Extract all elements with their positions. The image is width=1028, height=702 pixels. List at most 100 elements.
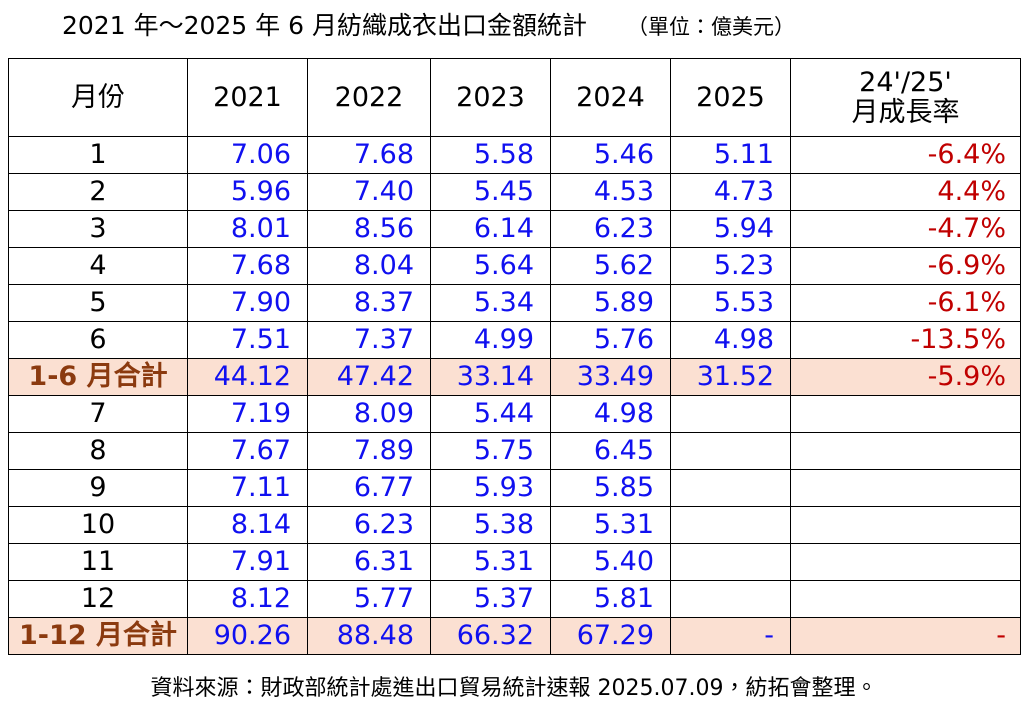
value-cell: 5.94 — [670, 210, 791, 248]
header-cell: 2023 — [430, 58, 551, 137]
value-cell: 7.40 — [307, 173, 431, 211]
value-cell: 5.44 — [430, 395, 551, 433]
value-cell: 4.98 — [550, 395, 671, 433]
value-cell: 6.14 — [430, 210, 551, 248]
value-cell: 66.32 — [430, 617, 551, 655]
value-cell: 6.45 — [550, 432, 671, 470]
value-cell: 5.62 — [550, 247, 671, 285]
month-cell: 12 — [8, 580, 188, 618]
value-cell: 5.93 — [430, 469, 551, 507]
title: 2021 年～2025 年 6 月紡織成衣出口金額統計 （單位：億美元） — [62, 6, 795, 42]
value-cell: 5.37 — [430, 580, 551, 618]
total-row: 1-6 月合計 44.12 47.42 33.14 33.49 31.52 -5.9% — [8, 358, 1021, 396]
value-cell: 7.68 — [187, 247, 308, 285]
value-cell: 6.31 — [307, 543, 431, 581]
value-cell — [670, 432, 791, 470]
value-cell: 5.45 — [430, 173, 551, 211]
data-row: 12 8.12 5.77 5.37 5.81 — [8, 580, 1021, 618]
growth-cell — [790, 469, 1021, 507]
footer: 資料來源：財政部統計處進出口貿易統計速報 2025.07.09，紡拓會整理。 — [150, 676, 878, 701]
value-cell: 44.12 — [187, 358, 308, 396]
value-cell: 67.29 — [550, 617, 671, 655]
header-cell: 2025 — [670, 58, 791, 137]
data-row: 5 7.90 8.37 5.34 5.89 5.53 -6.1% — [8, 284, 1021, 322]
value-cell: 8.01 — [187, 210, 308, 248]
data-row: 10 8.14 6.23 5.38 5.31 — [8, 506, 1021, 544]
value-cell: 5.46 — [550, 136, 671, 174]
month-cell: 1-12 月合計 — [8, 617, 188, 655]
growth-cell: -13.5% — [790, 321, 1021, 359]
export-table: 月份 2021 2022 2023 2024 2025 24'/25' 月成長率 1 7.06 7… — [8, 58, 1021, 655]
value-cell: 31.52 — [670, 358, 791, 396]
month-cell: 2 — [8, 173, 188, 211]
value-cell: 33.14 — [430, 358, 551, 396]
value-cell: 8.04 — [307, 247, 431, 285]
value-cell: 5.58 — [430, 136, 551, 174]
header-line: 月成長率 — [851, 96, 960, 128]
value-cell: 6.23 — [550, 210, 671, 248]
data-row: 7 7.19 8.09 5.44 4.98 — [8, 395, 1021, 433]
month-cell: 6 — [8, 321, 188, 359]
data-row: 4 7.68 8.04 5.64 5.62 5.23 -6.9% — [8, 247, 1021, 285]
header-line: 24'/25' — [859, 66, 952, 98]
growth-cell — [790, 506, 1021, 544]
header-cell: 24'/25' 月成長率 — [790, 58, 1021, 137]
value-cell: 8.56 — [307, 210, 431, 248]
value-cell: 47.42 — [307, 358, 431, 396]
value-cell: 5.31 — [550, 506, 671, 544]
value-cell — [670, 506, 791, 544]
value-cell: 7.90 — [187, 284, 308, 322]
data-row: 2 5.96 7.40 5.45 4.53 4.73 4.4% — [8, 173, 1021, 211]
value-cell: 6.77 — [307, 469, 431, 507]
value-cell: 5.85 — [550, 469, 671, 507]
growth-cell: -6.1% — [790, 284, 1021, 322]
growth-cell — [790, 395, 1021, 433]
value-cell: 7.37 — [307, 321, 431, 359]
value-cell — [670, 580, 791, 618]
growth-cell: 4.4% — [790, 173, 1021, 211]
value-cell: 7.06 — [187, 136, 308, 174]
value-cell: 4.73 — [670, 173, 791, 211]
unit: （單位：億美元） — [626, 15, 795, 39]
header-cell: 月份 — [8, 58, 188, 137]
value-cell: 7.51 — [187, 321, 308, 359]
data-row: 3 8.01 8.56 6.14 6.23 5.94 -4.7% — [8, 210, 1021, 248]
value-cell: 5.75 — [430, 432, 551, 470]
value-cell: 5.23 — [670, 247, 791, 285]
value-cell — [670, 543, 791, 581]
value-cell: 5.96 — [187, 173, 308, 211]
value-cell: 5.34 — [430, 284, 551, 322]
data-row: 8 7.67 7.89 5.75 6.45 — [8, 432, 1021, 470]
month-cell: 11 — [8, 543, 188, 581]
value-cell: 7.19 — [187, 395, 308, 433]
month-cell: 7 — [8, 395, 188, 433]
value-cell: 5.38 — [430, 506, 551, 544]
month-cell: 9 — [8, 469, 188, 507]
growth-cell: -6.4% — [790, 136, 1021, 174]
data-row: 1 7.06 7.68 5.58 5.46 5.11 -6.4% — [8, 136, 1021, 174]
growth-cell — [790, 543, 1021, 581]
header-cell: 2024 — [550, 58, 671, 137]
value-cell: 5.76 — [550, 321, 671, 359]
value-cell: 8.14 — [187, 506, 308, 544]
title-text: 2021 年～2025 年 6 月紡織成衣出口金額統計 — [62, 11, 587, 40]
value-cell: 6.23 — [307, 506, 431, 544]
growth-cell: -5.9% — [790, 358, 1021, 396]
value-cell: 5.64 — [430, 247, 551, 285]
month-cell: 5 — [8, 284, 188, 322]
month-cell: 1-6 月合計 — [8, 358, 188, 396]
value-cell — [670, 395, 791, 433]
growth-cell: -6.9% — [790, 247, 1021, 285]
header-row: 月份 2021 2022 2023 2024 2025 24'/25' 月成長率 — [8, 58, 1021, 137]
data-row: 11 7.91 6.31 5.31 5.40 — [8, 543, 1021, 581]
data-row: 6 7.51 7.37 4.99 5.76 4.98 -13.5% — [8, 321, 1021, 359]
growth-cell — [790, 580, 1021, 618]
value-cell: 7.68 — [307, 136, 431, 174]
value-cell: 88.48 — [307, 617, 431, 655]
growth-cell — [790, 432, 1021, 470]
value-cell: 8.12 — [187, 580, 308, 618]
value-cell — [670, 469, 791, 507]
value-cell: 5.81 — [550, 580, 671, 618]
value-cell: 4.53 — [550, 173, 671, 211]
